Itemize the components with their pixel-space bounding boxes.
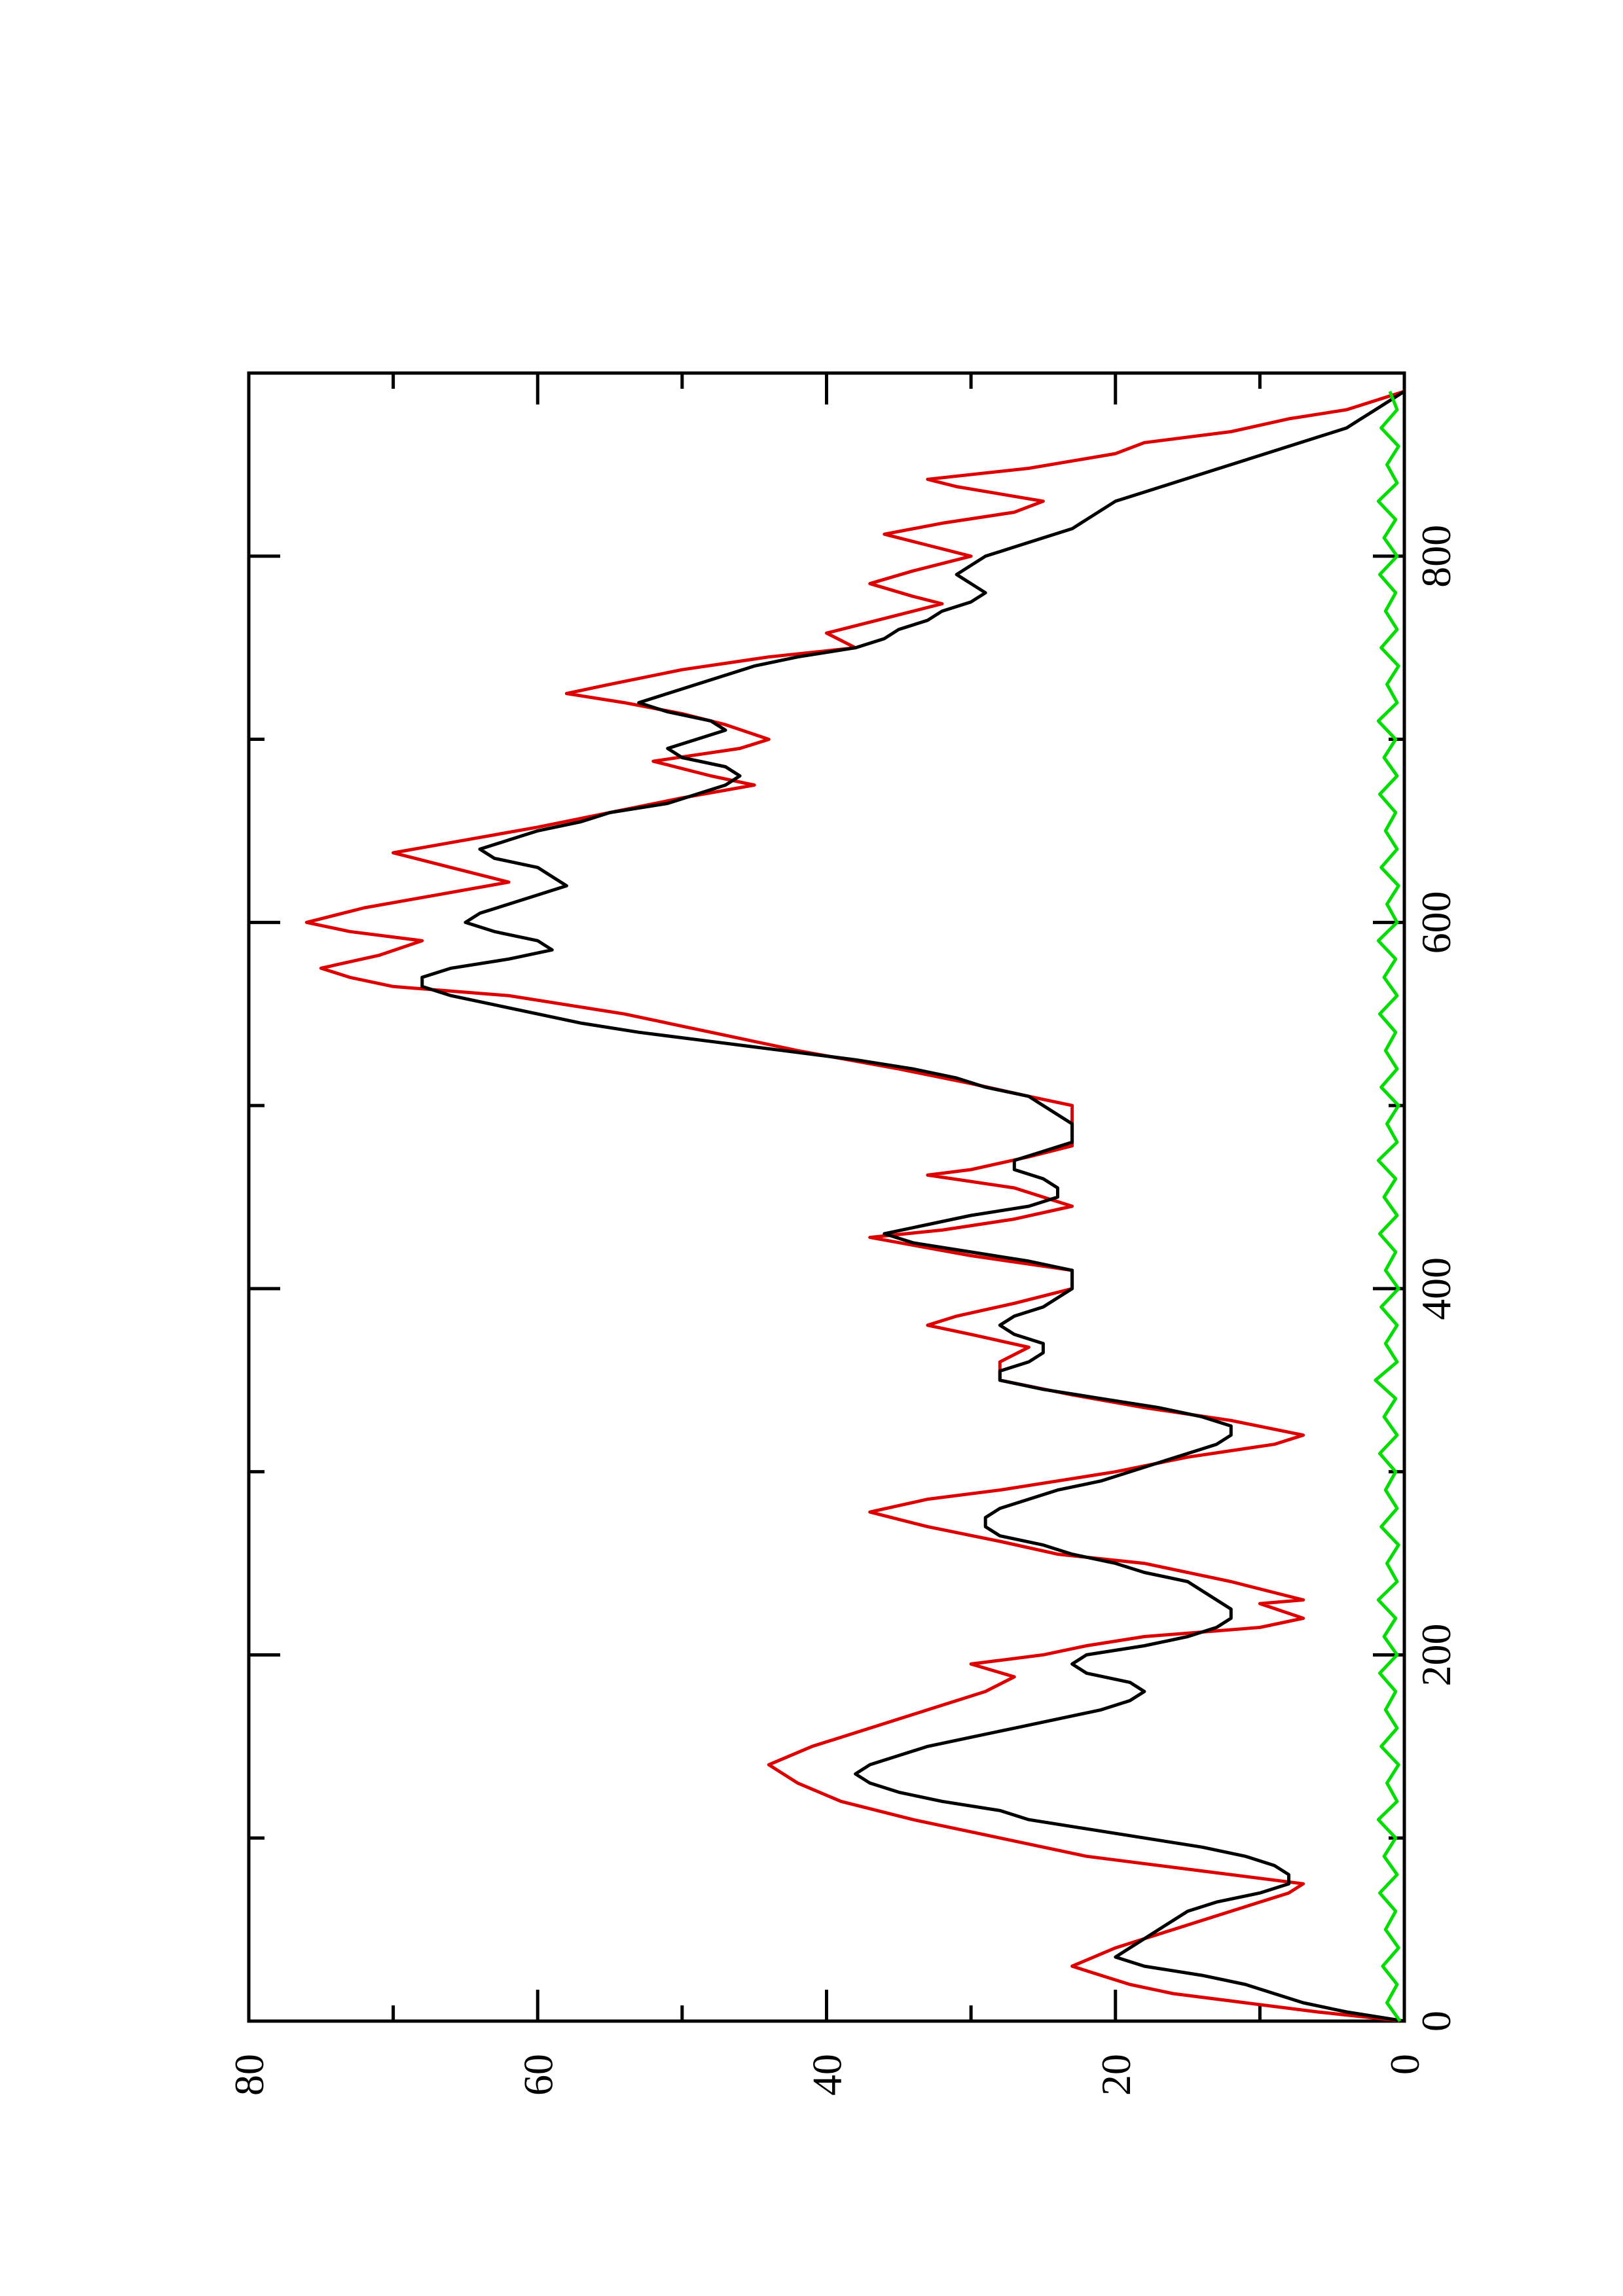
ticks: [247, 373, 1406, 2023]
x-tick-label: 400: [1413, 1257, 1459, 1320]
y-tick-label: 80: [226, 2054, 272, 2096]
tick-labels: 0 200 400 600 800 0 20 40 60 80: [226, 525, 1459, 2096]
series-line-3: [1374, 391, 1402, 2022]
x-tick-label: 800: [1413, 525, 1459, 588]
series-line-1: [304, 389, 1405, 2023]
series-layer: [304, 389, 1406, 2023]
series-line-2: [420, 389, 1406, 2023]
x-tick-label: 600: [1413, 891, 1459, 954]
y-tick-label: 20: [1093, 2054, 1139, 2096]
x-tick-label: 200: [1413, 1623, 1459, 1686]
y-tick-label: 40: [804, 2054, 850, 2096]
y-tick-label: 60: [515, 2054, 561, 2096]
plot-frame: [247, 371, 1406, 2023]
x-tick-label: 0: [1413, 2011, 1459, 2032]
y-tick-label: 0: [1381, 2054, 1428, 2075]
